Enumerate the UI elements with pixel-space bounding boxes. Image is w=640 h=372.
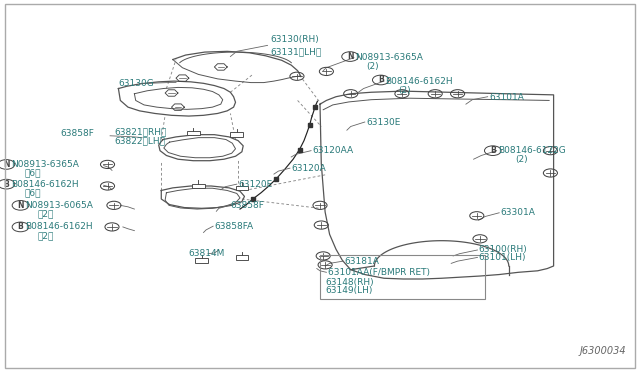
Bar xyxy=(236,186,248,190)
Bar xyxy=(187,131,200,135)
Text: 63858FA: 63858FA xyxy=(214,222,253,231)
Bar xyxy=(236,255,248,260)
Text: 63821〈RH〉: 63821〈RH〉 xyxy=(114,128,166,137)
Text: B08146-6162H: B08146-6162H xyxy=(385,77,453,86)
Text: J6300034: J6300034 xyxy=(579,346,626,356)
Text: 63181A: 63181A xyxy=(344,257,379,266)
Text: B08146-6162H: B08146-6162H xyxy=(12,180,79,189)
Bar xyxy=(195,258,208,263)
Text: B: B xyxy=(378,76,383,84)
Text: B: B xyxy=(490,146,495,155)
Text: (2): (2) xyxy=(515,155,528,164)
Text: 63131〈LH〉: 63131〈LH〉 xyxy=(270,47,321,56)
Text: N08913-6365A: N08913-6365A xyxy=(12,160,79,169)
Bar xyxy=(230,132,243,137)
Text: 63814M: 63814M xyxy=(189,249,225,258)
Text: 〆2〇: 〆2〇 xyxy=(37,209,54,218)
Text: 63100(RH): 63100(RH) xyxy=(479,245,527,254)
Text: 〆6〇: 〆6〇 xyxy=(24,169,41,177)
Text: 〆6〇: 〆6〇 xyxy=(24,188,41,197)
Text: N08913-6065A: N08913-6065A xyxy=(26,201,93,210)
Text: 63148(RH): 63148(RH) xyxy=(325,278,374,287)
Text: 63120AA: 63120AA xyxy=(312,146,353,155)
Text: 63301A: 63301A xyxy=(500,208,535,217)
Text: B08146-6122G: B08146-6122G xyxy=(498,146,566,155)
Text: 63120E: 63120E xyxy=(238,180,273,189)
Text: 63101A: 63101A xyxy=(490,93,524,102)
Bar xyxy=(192,184,205,188)
Text: 63130E: 63130E xyxy=(366,118,401,126)
Text: 63822〈LH〉: 63822〈LH〉 xyxy=(114,136,165,145)
Text: N: N xyxy=(17,201,24,210)
Text: B: B xyxy=(4,180,9,189)
Text: 63101AA(F/BMPR RET): 63101AA(F/BMPR RET) xyxy=(328,268,429,277)
Text: (2): (2) xyxy=(366,62,379,71)
Text: 63120A: 63120A xyxy=(291,164,326,173)
Text: B: B xyxy=(18,222,23,231)
Text: 63101(LH): 63101(LH) xyxy=(479,253,526,262)
Text: (2): (2) xyxy=(398,86,411,94)
Text: 〆2〇: 〆2〇 xyxy=(37,231,54,240)
Text: N: N xyxy=(3,160,10,169)
Text: N: N xyxy=(347,52,353,61)
Text: 63858F: 63858F xyxy=(61,129,95,138)
Text: 63130G: 63130G xyxy=(118,79,154,88)
Text: 63858F: 63858F xyxy=(230,201,264,210)
Text: B08146-6162H: B08146-6162H xyxy=(26,222,93,231)
Text: 63130(RH): 63130(RH) xyxy=(270,35,319,44)
Text: 63149(LH): 63149(LH) xyxy=(325,286,372,295)
Text: N08913-6365A: N08913-6365A xyxy=(355,53,423,62)
